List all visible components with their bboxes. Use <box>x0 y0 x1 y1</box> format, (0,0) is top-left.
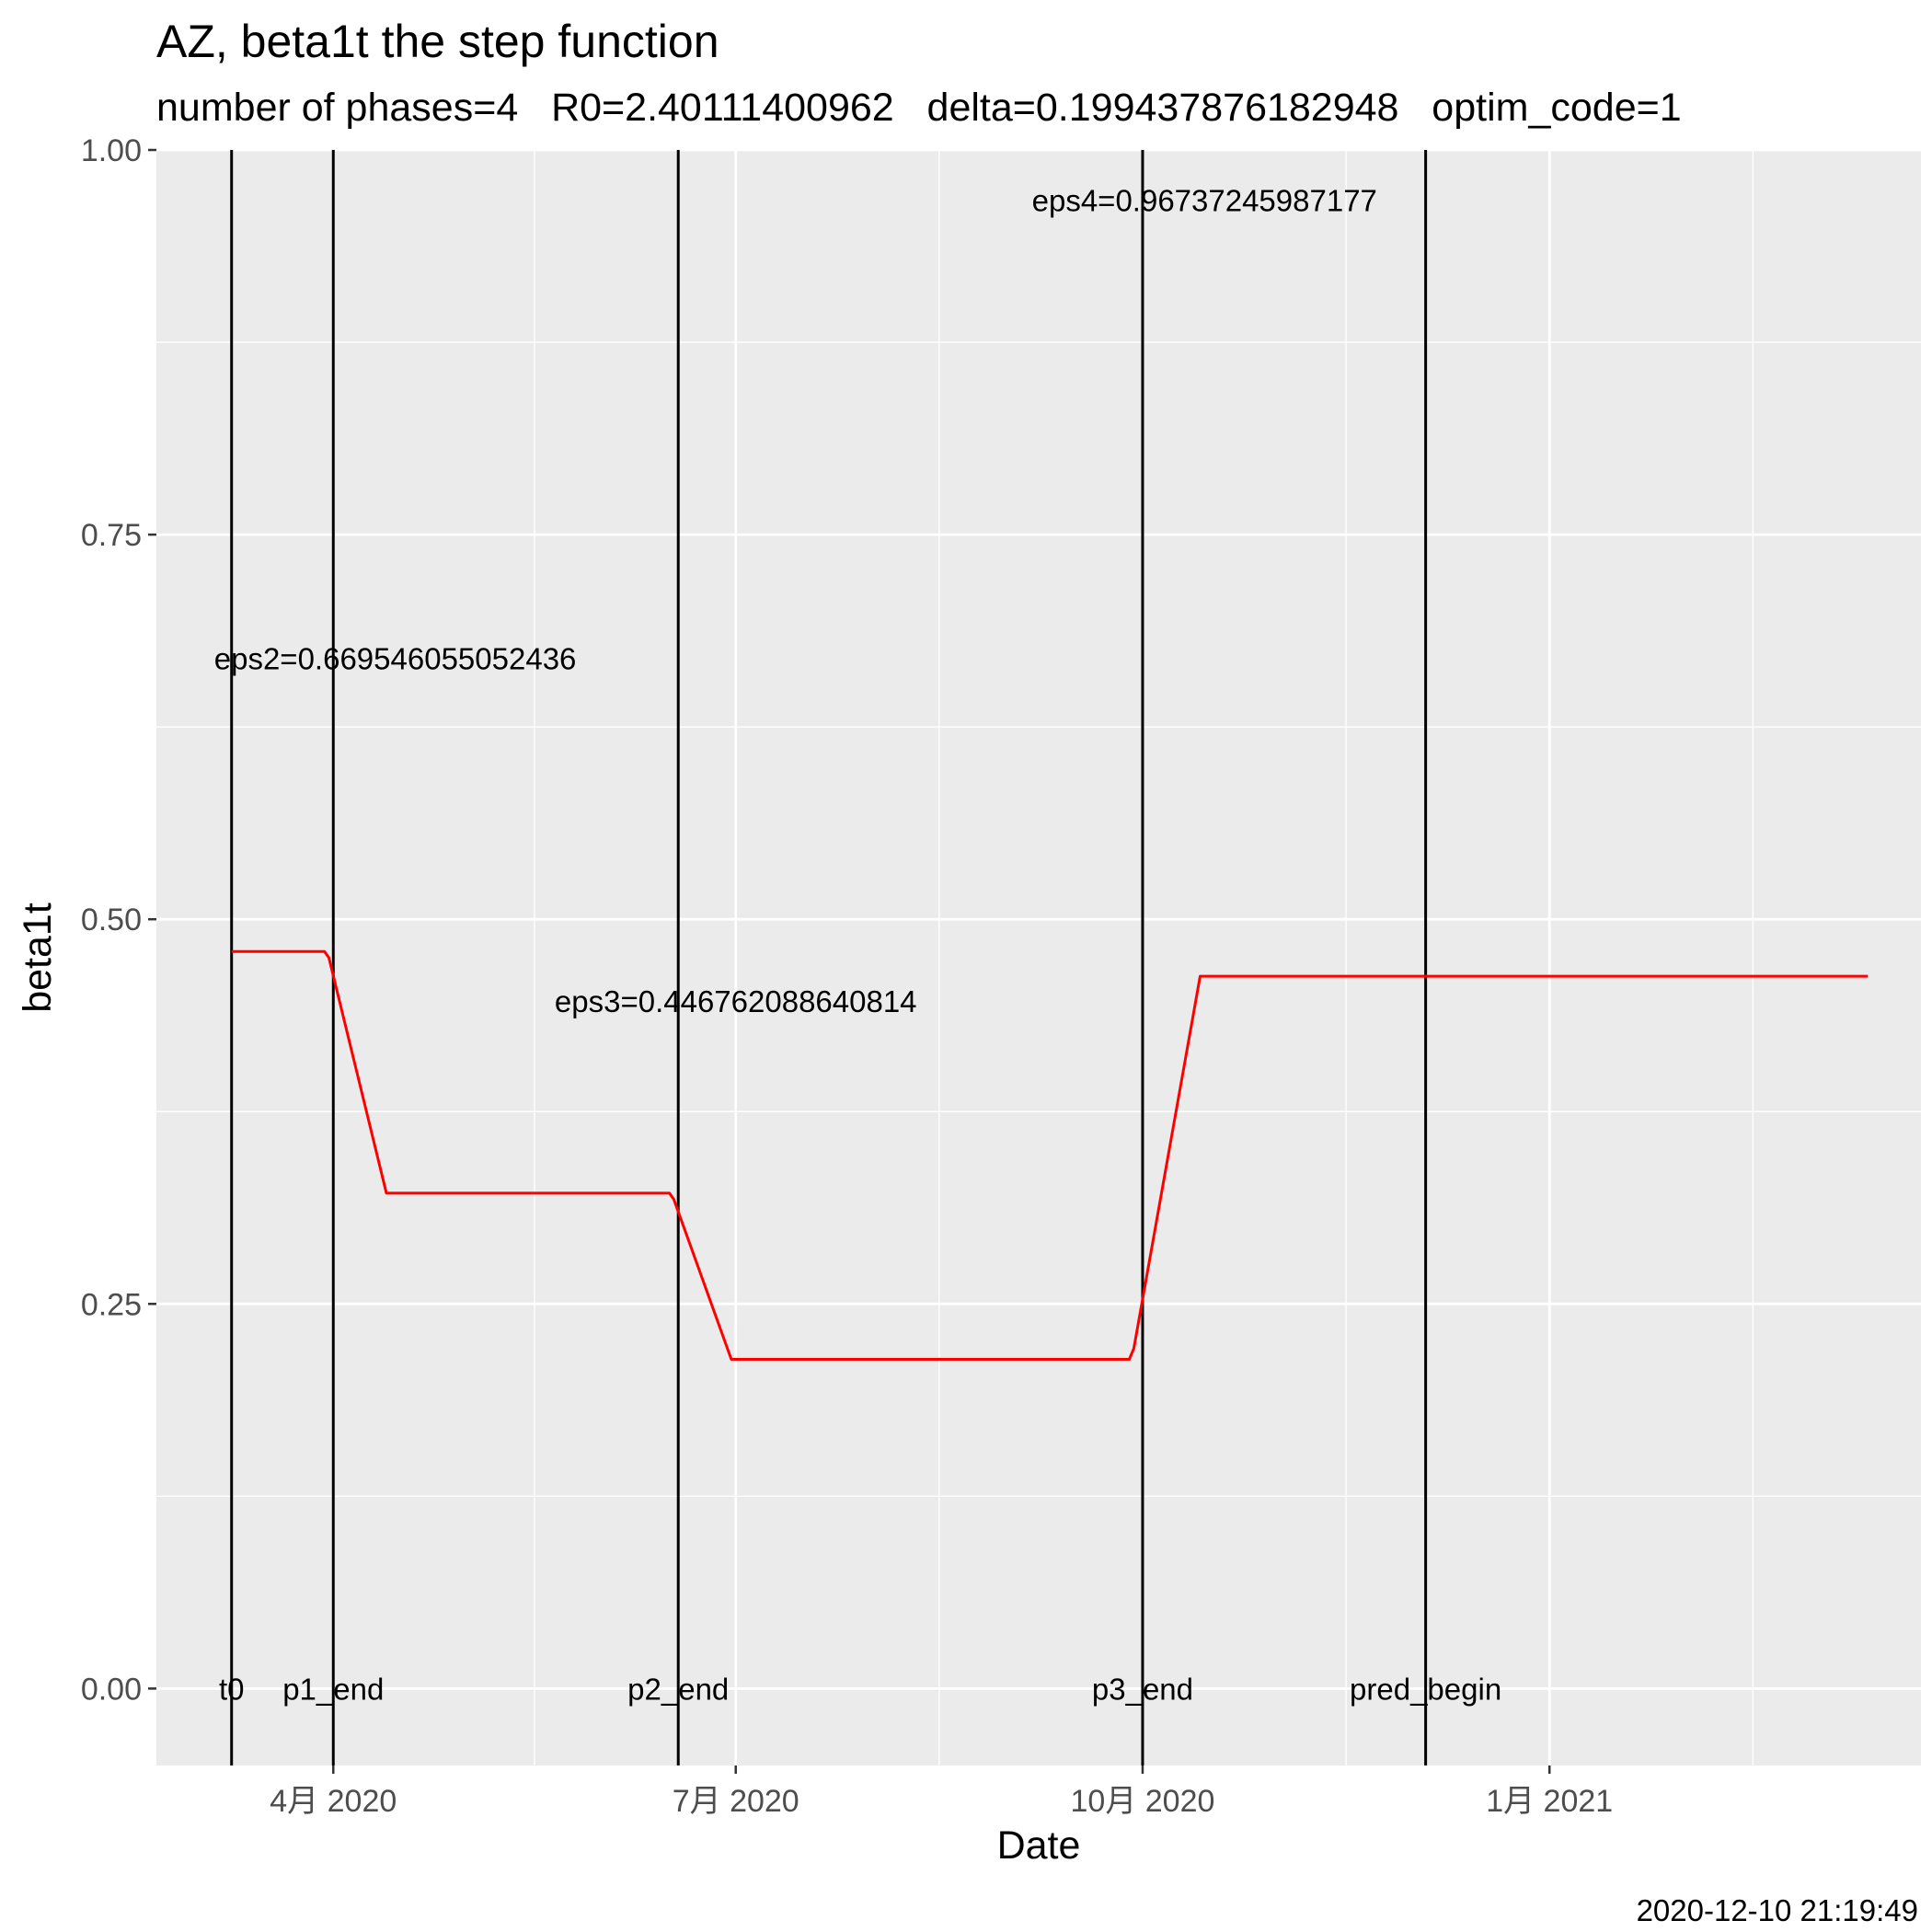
y-tick-label: 0.75 <box>81 518 142 553</box>
x-tick-label: 7月 2020 <box>673 1784 799 1819</box>
phase-vlines: t0 p1_end p2_end p3_end pred_begin <box>219 150 1501 1765</box>
eps-annotation: eps2=0.669546055052436 <box>214 642 577 676</box>
eps-annotation: eps4=0.96737245987177 <box>1032 184 1377 218</box>
vline-label: pred_begin <box>1350 1672 1501 1706</box>
y-axis-title: beta1t <box>16 903 60 1013</box>
vline-label: p1_end <box>282 1672 384 1706</box>
y-axis: 0.00 0.25 0.50 0.75 1.00 <box>81 133 156 1707</box>
minor-gridlines <box>156 150 1921 1765</box>
annotations-group: eps2=0.669546055052436 eps3=0.44676208864… <box>214 184 1377 1019</box>
chart-title: AZ, beta1t the step function <box>156 16 719 67</box>
x-tick-label: 1月 2021 <box>1486 1784 1613 1819</box>
x-axis-title: Date <box>997 1823 1081 1868</box>
y-tick-label: 1.00 <box>81 133 142 168</box>
vline-label: p2_end <box>627 1672 729 1706</box>
x-axis: 4月 2020 7月 2020 10月 2020 1月 2021 <box>270 1765 1613 1819</box>
chart-subtitle: number of phases=4 R0=2.40111400962 delt… <box>156 86 1682 130</box>
vline-label: p3_end <box>1092 1672 1193 1706</box>
series-group <box>231 949 1869 1361</box>
y-tick-label: 0.25 <box>81 1287 142 1322</box>
y-tick-label: 0.50 <box>81 903 142 937</box>
eps-annotation: eps3=0.446762088640814 <box>555 984 917 1018</box>
plot-panel <box>156 150 1921 1765</box>
series-line <box>231 949 1869 1361</box>
plot-caption: 2020-12-10 21:19:49 <box>1637 1893 1918 1927</box>
x-tick-label: 10月 2020 <box>1071 1784 1215 1819</box>
y-tick-label: 0.00 <box>81 1672 142 1707</box>
x-tick-label: 4月 2020 <box>270 1784 397 1819</box>
vline-label: t0 <box>219 1672 245 1706</box>
